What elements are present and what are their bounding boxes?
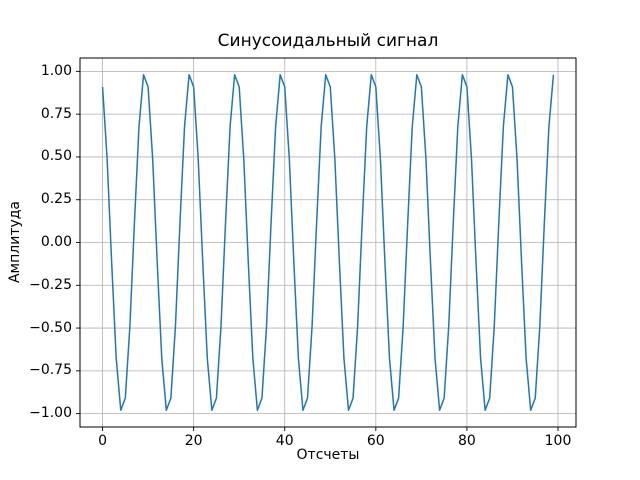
- y-tick-label: 0.25: [40, 191, 72, 208]
- y-tick-label: −0.50: [29, 319, 72, 336]
- y-tick-label: −1.00: [29, 405, 72, 422]
- x-tick-label: 80: [457, 433, 476, 449]
- tick-marks: [76, 70, 559, 431]
- gridlines: [80, 58, 576, 427]
- signal-line: [101, 74, 555, 411]
- y-tick-label: 0.50: [40, 148, 72, 165]
- y-tick-label: −0.75: [29, 362, 72, 379]
- x-tick-label: 40: [275, 433, 294, 449]
- y-tick-label: −0.25: [29, 276, 72, 293]
- y-tick-label: 0.75: [40, 105, 72, 122]
- y-tick-label: 0.00: [40, 234, 72, 250]
- axes-border: [79, 57, 577, 428]
- chart-title: Синусоидальный сигнал: [217, 31, 439, 51]
- y-tick-label: 1.00: [40, 62, 72, 79]
- x-tick-label: 0: [98, 433, 107, 449]
- x-tick-label: 20: [184, 433, 203, 449]
- x-tick-label: 60: [366, 433, 385, 449]
- x-tick-label: 100: [544, 433, 572, 449]
- x-axis-label: Отсчеты: [296, 447, 360, 463]
